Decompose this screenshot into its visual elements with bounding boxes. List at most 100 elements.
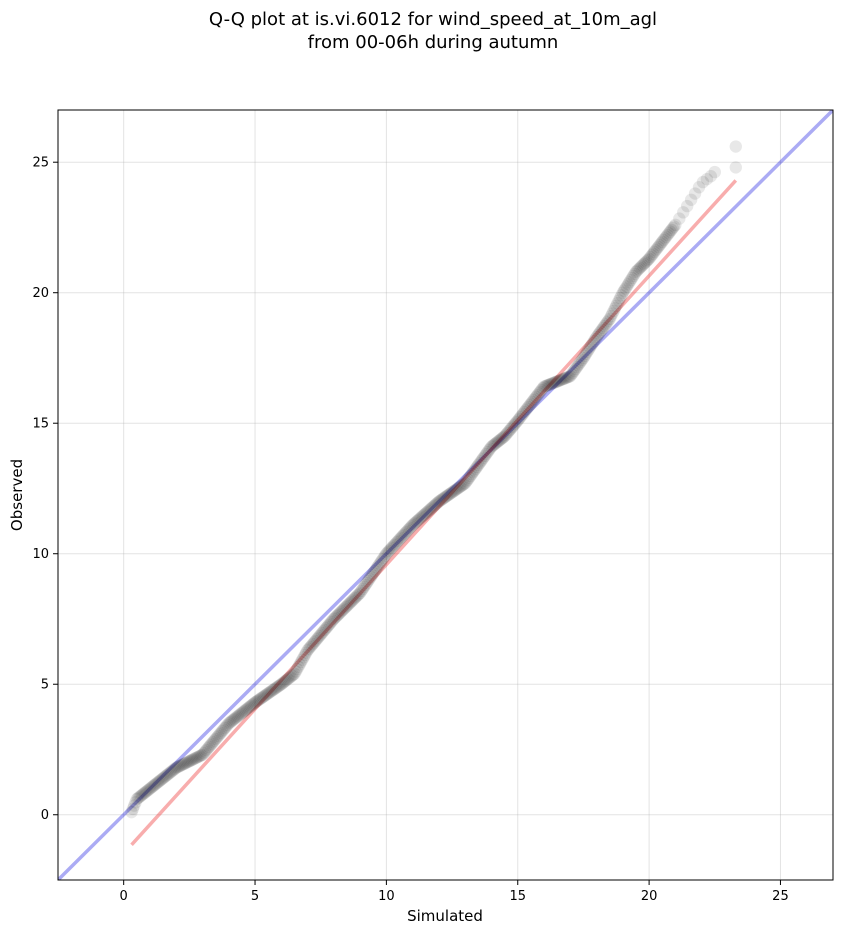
qq-point — [163, 766, 176, 780]
qq-point — [468, 464, 481, 477]
qq-point — [607, 304, 620, 318]
qq-point — [514, 411, 527, 424]
qq-point — [166, 764, 179, 778]
qq-point — [323, 617, 337, 630]
qq-point — [284, 670, 297, 684]
qq-point — [197, 746, 211, 760]
qq-point — [535, 383, 548, 397]
qq-point — [688, 187, 702, 200]
qq-point — [172, 760, 186, 773]
qq-point — [365, 569, 379, 582]
qq-point — [490, 436, 503, 449]
qq-point — [487, 438, 501, 451]
qq-point — [430, 497, 443, 511]
qq-point — [129, 796, 142, 809]
qq-point — [150, 777, 163, 790]
y-tick-label: 10 — [32, 547, 49, 562]
qq-point — [395, 530, 409, 543]
qq-point — [200, 743, 213, 757]
qq-point — [206, 735, 220, 749]
qq-point — [255, 691, 268, 705]
qq-point — [571, 359, 585, 372]
qq-point — [485, 440, 498, 453]
qq-point — [545, 377, 559, 390]
qq-point — [246, 698, 259, 711]
qq-point — [427, 500, 440, 513]
qq-point — [560, 371, 573, 385]
qq-point — [566, 366, 580, 379]
qq-point — [193, 749, 207, 763]
qq-point — [288, 667, 301, 680]
qq-point — [321, 620, 334, 634]
qq-point — [677, 206, 690, 219]
y-tick-label: 20 — [32, 286, 49, 301]
qq-point — [302, 642, 316, 655]
qq-point — [192, 750, 205, 763]
qq-point — [649, 244, 662, 257]
qq-point — [556, 373, 569, 386]
qq-point — [665, 223, 678, 237]
qq-point — [310, 633, 323, 646]
qq-point — [389, 537, 402, 550]
qq-point — [515, 409, 528, 422]
qq-point — [424, 502, 438, 515]
qq-point — [370, 561, 384, 574]
qq-point — [242, 701, 255, 714]
qq-point — [214, 726, 228, 739]
qq-point — [466, 466, 480, 479]
qq-point — [637, 257, 651, 271]
qq-point — [708, 165, 721, 179]
qq-point — [414, 511, 427, 525]
qq-point — [281, 672, 295, 686]
qq-point — [394, 531, 408, 545]
qq-point — [160, 768, 174, 782]
qq-point — [457, 477, 471, 491]
qq-point — [149, 778, 162, 791]
qq-point — [300, 646, 313, 659]
qq-point — [478, 449, 492, 463]
qq-point — [352, 587, 366, 601]
qq-point — [578, 349, 591, 363]
qq-point — [435, 493, 448, 506]
qq-point — [380, 547, 393, 560]
qq-point — [159, 769, 172, 783]
qq-point — [520, 402, 534, 415]
qq-point — [527, 394, 540, 407]
qq-point — [519, 404, 532, 417]
qq-point — [289, 665, 302, 678]
qq-point — [561, 371, 574, 384]
qq-point — [189, 751, 203, 765]
qq-point — [518, 405, 531, 419]
qq-point — [173, 759, 187, 773]
qq-point — [599, 318, 612, 331]
qq-point — [462, 471, 476, 484]
qq-point — [441, 488, 455, 502]
qq-point — [130, 792, 144, 806]
qq-point — [641, 253, 654, 267]
qq-point — [503, 423, 517, 437]
qq-point — [271, 680, 284, 694]
qq-point — [525, 395, 539, 409]
qq-point — [439, 490, 452, 504]
qq-point — [476, 453, 489, 466]
plot-frame — [57, 109, 834, 881]
qq-point — [480, 447, 493, 461]
qq-point — [177, 757, 191, 771]
qq-point — [422, 504, 435, 518]
qq-point — [619, 282, 632, 295]
qq-point — [550, 375, 564, 388]
qq-point — [221, 718, 234, 732]
qq-point — [465, 467, 478, 481]
qq-point — [653, 239, 666, 252]
qq-point — [436, 492, 450, 505]
qq-point — [644, 250, 657, 264]
qq-point — [455, 479, 468, 493]
qq-point — [537, 380, 551, 393]
qq-point — [361, 574, 375, 588]
qq-point — [223, 716, 237, 729]
qq-point — [282, 671, 296, 685]
qq-point — [194, 749, 208, 762]
qq-point — [162, 767, 175, 781]
qq-point — [532, 387, 545, 400]
qq-point — [499, 428, 513, 441]
